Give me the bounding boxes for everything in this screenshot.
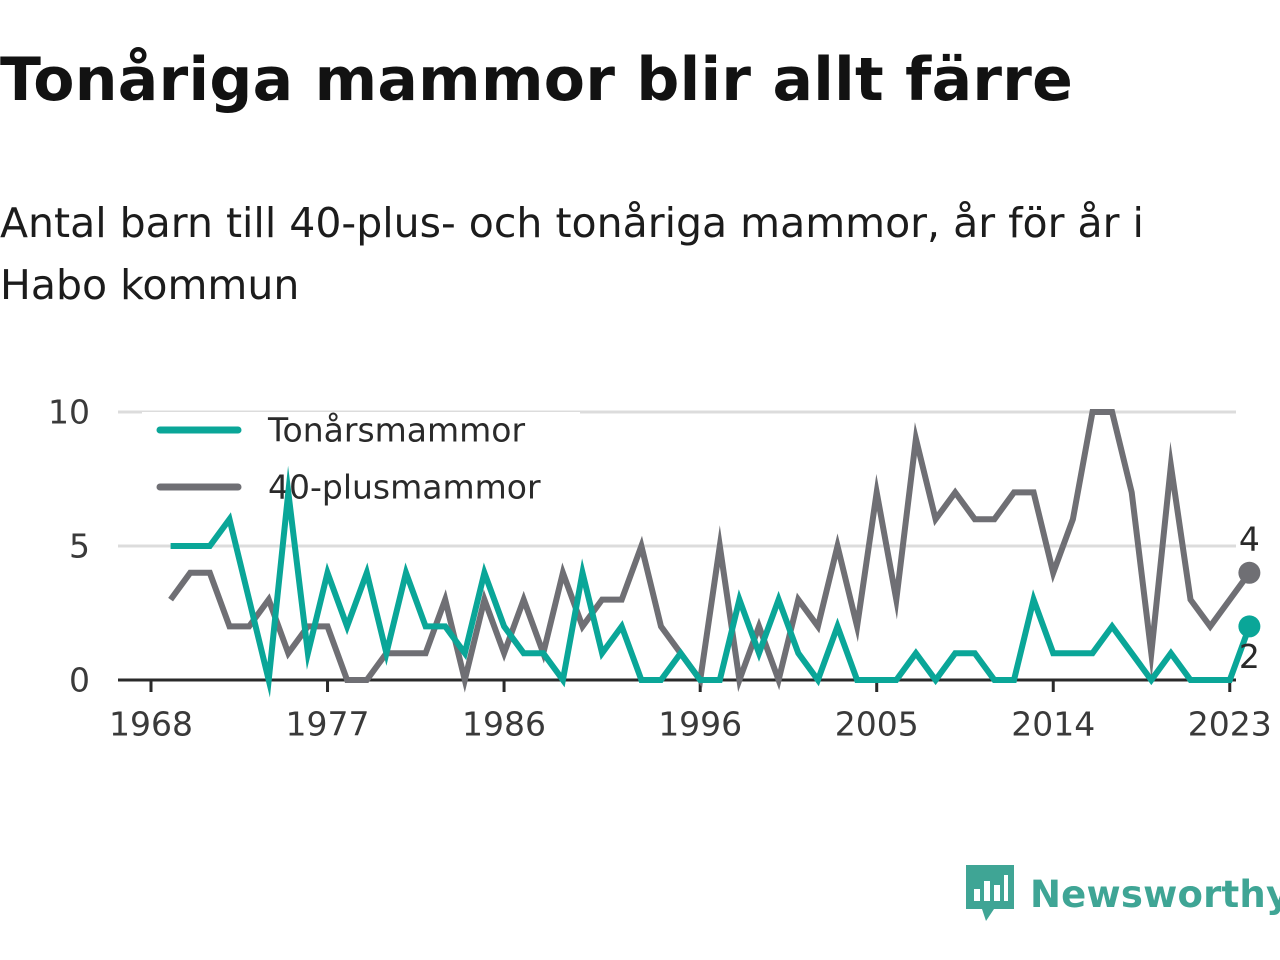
y-tick-label: 5 <box>69 527 90 566</box>
series-lines <box>168 409 1253 698</box>
x-tick-label: 1986 <box>462 705 546 744</box>
series-end-marker <box>1238 615 1261 638</box>
x-tick-label: 2005 <box>835 705 919 744</box>
series-end-label: 2 <box>1239 637 1260 676</box>
chart-title: Tonåriga mammor blir allt färre <box>0 45 1074 115</box>
x-tick-label: 2023 <box>1188 705 1272 744</box>
line-chart: 0 5 10 1968 1977 1986 1996 2005 2014 2023 Tonårs… <box>48 393 1272 744</box>
legend: Tonårsmammor 40-plusmammor <box>142 411 580 532</box>
newsworthy-logo-icon <box>966 865 1014 921</box>
x-tick-label: 2014 <box>1011 705 1095 744</box>
series-end-marker <box>1238 561 1261 584</box>
y-tick-label: 10 <box>48 393 90 432</box>
series-line-tonarsmammor <box>170 465 1253 698</box>
x-axis-ticks: 1968 1977 1986 1996 2005 2014 2023 <box>109 680 1272 744</box>
x-tick-label: 1996 <box>658 705 742 744</box>
legend-label-40-plusmammor: 40-plusmammor <box>268 468 541 507</box>
chart-subtitle: Antal barn till 40-plus- och tonåriga ma… <box>0 199 1144 309</box>
x-tick-label: 1968 <box>109 705 193 744</box>
series-line-40-plusmammor <box>168 409 1252 693</box>
series-end-label: 4 <box>1239 519 1260 558</box>
x-tick-label: 1977 <box>286 705 370 744</box>
series-end-markers: 24 <box>1238 519 1261 676</box>
y-tick-label: 0 <box>69 661 90 700</box>
y-axis-ticks: 0 5 10 <box>48 393 90 700</box>
brand-name: Newsworthy <box>1030 872 1280 916</box>
legend-label-tonarsmammor: Tonårsmammor <box>267 411 525 450</box>
newsworthy-brand: Newsworthy <box>964 862 1280 926</box>
